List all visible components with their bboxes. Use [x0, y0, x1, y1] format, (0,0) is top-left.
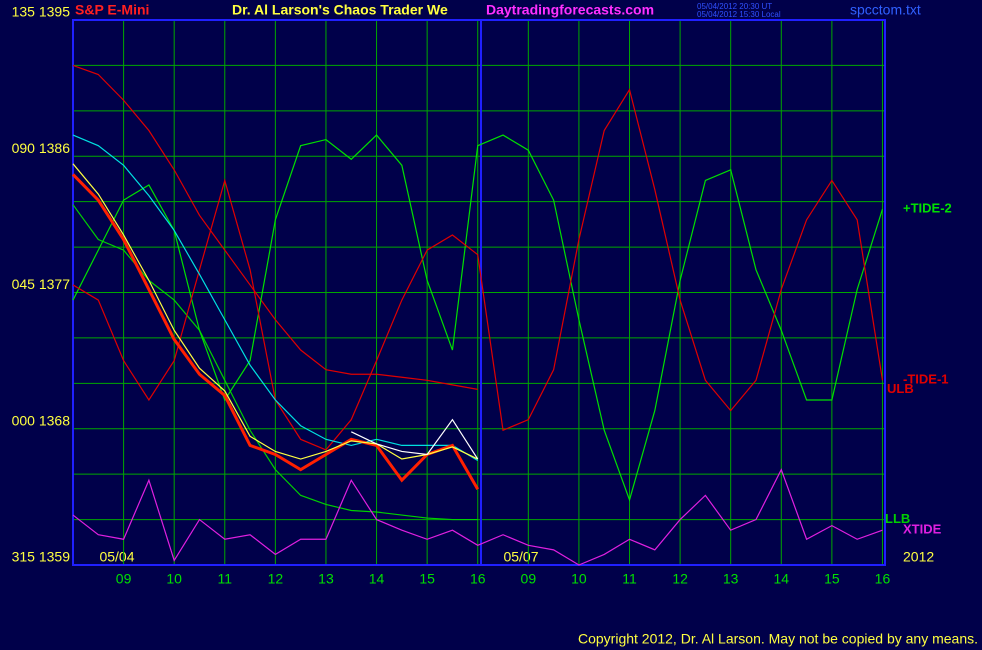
date-label: 05/07 [503, 549, 538, 565]
series-line [72, 134, 884, 502]
date-label: 05/04 [99, 549, 134, 565]
timestamp: 05/04/2012 20:30 UT [697, 2, 772, 11]
site: Daytradingforecasts.com [486, 2, 654, 18]
x-tick-label: 09 [521, 571, 537, 587]
x-tick-label: 16 [875, 571, 891, 587]
x-tick-label: 14 [773, 571, 789, 587]
y-tick-label: 090 1386 [12, 140, 71, 156]
x-tick-label: 11 [622, 571, 637, 587]
series-line [72, 163, 478, 460]
series-label: -TIDE-1 [903, 372, 949, 387]
x-tick-label: 16 [470, 571, 486, 587]
series-label: XTIDE [903, 522, 942, 537]
x-tick-label: 15 [824, 571, 840, 587]
date-label: 2012 [903, 549, 934, 565]
x-tick-label: 11 [218, 571, 233, 587]
series-line [71, 173, 480, 491]
y-tick-label: 315 1359 [12, 549, 71, 565]
x-tick-label: 13 [723, 571, 739, 587]
y-tick-label: 135 1395 [12, 4, 71, 20]
x-tick-label: 15 [419, 571, 435, 587]
instrument: S&P E-Mini [75, 2, 149, 18]
x-tick-label: 12 [268, 571, 284, 587]
series-line [72, 88, 884, 451]
x-tick-label: 12 [672, 571, 688, 587]
copyright: Copyright 2012, Dr. Al Larson. May not b… [578, 631, 978, 647]
series-line [72, 134, 479, 462]
x-tick-label: 13 [318, 571, 334, 587]
file-name: spcctom.txt [850, 2, 921, 18]
x-tick-label: 14 [369, 571, 385, 587]
series-line [350, 418, 479, 460]
chart-title: Dr. Al Larson's Chaos Trader We [232, 2, 448, 18]
y-tick-label: 000 1368 [12, 412, 71, 428]
x-tick-label: 10 [571, 571, 587, 587]
series-label: ULB [887, 381, 914, 396]
series-line [72, 468, 883, 566]
plot-border [72, 19, 886, 566]
x-tick-label: 10 [166, 571, 182, 587]
x-tick-label: 09 [116, 571, 132, 587]
series-label: +TIDE-2 [903, 201, 952, 216]
timestamp: 05/04/2012 15:30 Local [697, 10, 781, 19]
y-tick-label: 045 1377 [12, 276, 71, 292]
series-line [72, 64, 478, 390]
series-label: LLB [885, 511, 910, 526]
